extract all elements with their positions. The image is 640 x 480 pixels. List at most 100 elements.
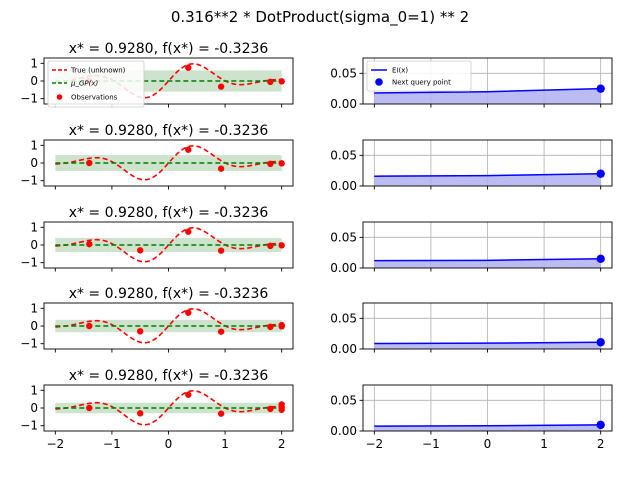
legend-obs-label: Observations <box>71 94 118 102</box>
legend-box <box>47 60 145 108</box>
right-panel-2: 0.00 0.05 <box>330 139 613 193</box>
axes-title: x* = 0.9280, f(x*) = -0.3236 <box>69 123 269 139</box>
observation-point <box>278 160 285 167</box>
axes-title: x* = 0.9280, f(x*) = -0.3236 <box>69 41 269 57</box>
y-tick-label: 0.05 <box>330 66 357 80</box>
right-panel-5: 0.00 0.05 −2 −1 0 1 2 <box>330 384 613 451</box>
ei-line <box>374 87 601 94</box>
x-tick-label: 1 <box>540 437 548 451</box>
y-tick-label: 0 <box>30 238 38 252</box>
axes-title: x* = 0.9280, f(x*) = -0.3236 <box>69 205 269 221</box>
left-legend: True (unknown) μ_GP(x) Observations <box>47 60 145 108</box>
plot-area <box>55 308 285 344</box>
y-tick-label: 0.05 <box>330 393 357 407</box>
observation-point <box>185 391 192 398</box>
x-tick-label: −1 <box>103 437 121 451</box>
observation-point <box>267 160 274 168</box>
next-query-point <box>596 420 605 430</box>
x-tick-label: −2 <box>365 437 383 451</box>
true-function-line <box>55 227 282 263</box>
legend-box <box>366 60 472 92</box>
observation-point <box>185 228 192 235</box>
y-tick-label: −1 <box>20 256 38 270</box>
plot-area <box>363 303 612 349</box>
observation-point <box>267 242 274 250</box>
y-tick-label: 1 <box>30 138 38 152</box>
legend-obs-swatch <box>56 94 63 100</box>
observation-point <box>217 410 225 417</box>
y-tick-label: 1 <box>30 220 38 234</box>
plot-area <box>55 145 285 181</box>
legend-mean-label: μ_GP(x) <box>70 80 98 88</box>
legend-next-swatch <box>375 78 383 86</box>
left-panel-5: −1 0 1 −2 −1 0 1 2 x* = 0.9280, f(x*) = -0.3236 <box>20 368 294 451</box>
left-panel-2: −1 0 1 x* = 0.9280, f(x*) = -0.3236 <box>20 123 294 190</box>
ei-line <box>374 258 601 262</box>
observation-point <box>86 322 93 330</box>
plot-area <box>363 222 612 268</box>
y-tick-label: 0.00 <box>330 342 357 356</box>
y-tick-label: 0.00 <box>330 179 357 193</box>
observation-point <box>137 328 144 335</box>
legend-true-label: True (unknown) <box>70 67 126 75</box>
next-query-point <box>596 84 605 93</box>
true-function-line <box>55 390 282 426</box>
y-tick-label: 0.00 <box>330 97 357 111</box>
x-tick-label: −1 <box>422 437 440 451</box>
ei-line <box>374 172 601 177</box>
y-tick-label: −1 <box>20 92 38 106</box>
observation-point <box>185 64 192 71</box>
true-function-line <box>55 63 282 99</box>
x-tick-label: 0 <box>165 437 173 451</box>
ei-line <box>374 341 601 345</box>
y-tick-label: −1 <box>20 337 38 351</box>
true-function-line <box>55 308 282 344</box>
right-panel-4: 0.00 0.05 <box>330 302 613 356</box>
legend-ei-label: EI(x) <box>392 67 408 75</box>
observation-point <box>217 247 225 254</box>
next-query-point <box>596 338 605 347</box>
observation-point <box>267 78 274 86</box>
observation-point <box>278 406 285 413</box>
true-function-line <box>55 145 282 181</box>
observation-point <box>267 323 274 331</box>
observation-point <box>267 405 274 413</box>
right-panel-1: 0.00 0.05 EI(x) Next query point <box>330 57 613 111</box>
left-panel-4: −1 0 1 x* = 0.9280, f(x*) = -0.3236 <box>20 286 294 353</box>
x-tick-label: 0 <box>484 437 492 451</box>
observation-point <box>217 165 225 172</box>
observation-point <box>86 240 93 248</box>
observation-point <box>278 323 285 330</box>
observation-point <box>217 328 225 335</box>
left-panel-3: −1 0 1 x* = 0.9280, f(x*) = -0.3236 <box>20 205 294 272</box>
observation-point <box>185 309 192 316</box>
y-tick-label: 0.00 <box>330 424 357 438</box>
plot-area <box>55 227 285 263</box>
observation-point <box>278 242 285 249</box>
next-query-point <box>596 169 605 178</box>
x-tick-label: 1 <box>221 437 229 451</box>
y-tick-label: −1 <box>20 174 38 188</box>
left-panel-1: −1 0 1 x* = 0.9280, f(x*) = -0.3236 True (un… <box>20 41 294 108</box>
axes-title: x* = 0.9280, f(x*) = -0.3236 <box>69 286 269 302</box>
observation-point <box>86 404 93 412</box>
y-tick-label: 1 <box>30 56 38 70</box>
x-tick-label: −2 <box>46 437 64 451</box>
y-tick-label: 0 <box>30 401 38 415</box>
plot-area <box>55 390 285 426</box>
y-tick-label: 1 <box>30 301 38 315</box>
y-tick-label: 0.05 <box>330 230 357 244</box>
observation-point <box>137 410 144 417</box>
figure-suptitle: 0.316**2 * DotProduct(sigma_0=1) ** 2 <box>171 8 469 27</box>
y-tick-label: 0 <box>30 74 38 88</box>
observation-point <box>278 78 285 85</box>
y-tick-label: 0.05 <box>330 311 357 325</box>
observation-point <box>217 83 225 90</box>
ei-line <box>374 424 601 427</box>
x-tick-label: 2 <box>597 437 605 451</box>
y-tick-label: 0.05 <box>330 148 357 162</box>
observation-point <box>86 159 93 167</box>
observation-point <box>185 146 192 153</box>
y-tick-label: 0 <box>30 156 38 170</box>
